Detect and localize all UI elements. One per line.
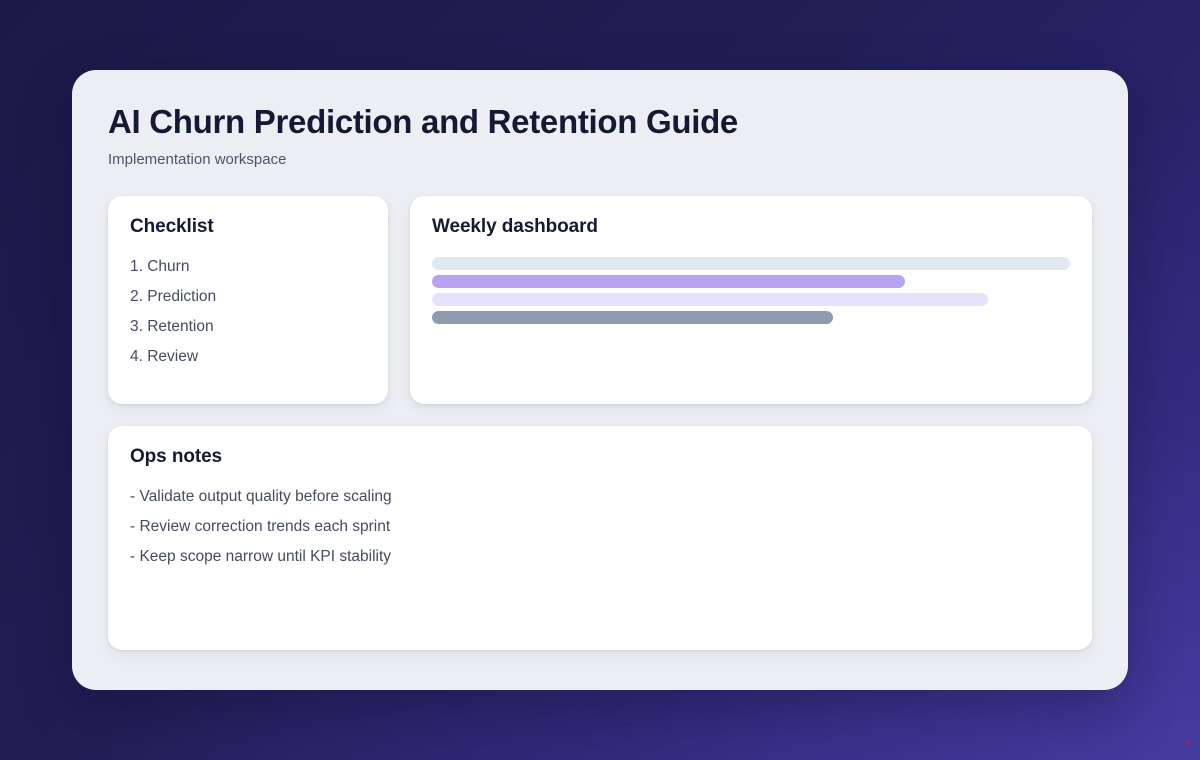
dashboard-bar-chart xyxy=(432,254,1070,326)
ops-notes-list: - Validate output quality before scaling… xyxy=(130,482,1070,572)
list-item[interactable]: 2. Prediction xyxy=(130,288,217,305)
list-item[interactable]: 4. Review xyxy=(130,348,199,365)
dashboard-bar-4 xyxy=(432,310,834,324)
cards-top-row: Checklist 1. Churn 2. Prediction 3. Rete… xyxy=(108,196,1092,404)
checklist-card-title: Checklist xyxy=(130,216,214,237)
dashboard-bar-2 xyxy=(432,274,906,288)
list-item: - Validate output quality before scaling xyxy=(130,488,392,505)
bar-row xyxy=(432,290,1070,308)
page-subtitle: Implementation workspace xyxy=(108,151,287,168)
ops-notes-card: Ops notes - Validate output quality befo… xyxy=(108,426,1092,650)
bar-row xyxy=(432,308,1070,326)
decorative-speck xyxy=(1185,740,1190,745)
checklist-card: Checklist 1. Churn 2. Prediction 3. Rete… xyxy=(108,196,388,404)
dashboard-bar-1 xyxy=(432,256,1070,270)
bar-row xyxy=(432,272,1070,290)
weekly-dashboard-card-title: Weekly dashboard xyxy=(432,216,598,237)
page-title: AI Churn Prediction and Retention Guide xyxy=(108,103,738,140)
bar-row xyxy=(432,254,1070,272)
dashboard-bar-3 xyxy=(432,292,988,306)
weekly-dashboard-card: Weekly dashboard xyxy=(410,196,1092,404)
workspace-panel: AI Churn Prediction and Retention Guide … xyxy=(72,70,1128,690)
checklist-list: 1. Churn 2. Prediction 3. Retention 4. R… xyxy=(130,252,366,372)
list-item[interactable]: 3. Retention xyxy=(130,318,214,335)
list-item[interactable]: 1. Churn xyxy=(130,258,190,275)
list-item: - Keep scope narrow until KPI stability xyxy=(130,548,392,565)
ops-notes-card-title: Ops notes xyxy=(130,446,223,467)
list-item: - Review correction trends each sprint xyxy=(130,518,391,535)
